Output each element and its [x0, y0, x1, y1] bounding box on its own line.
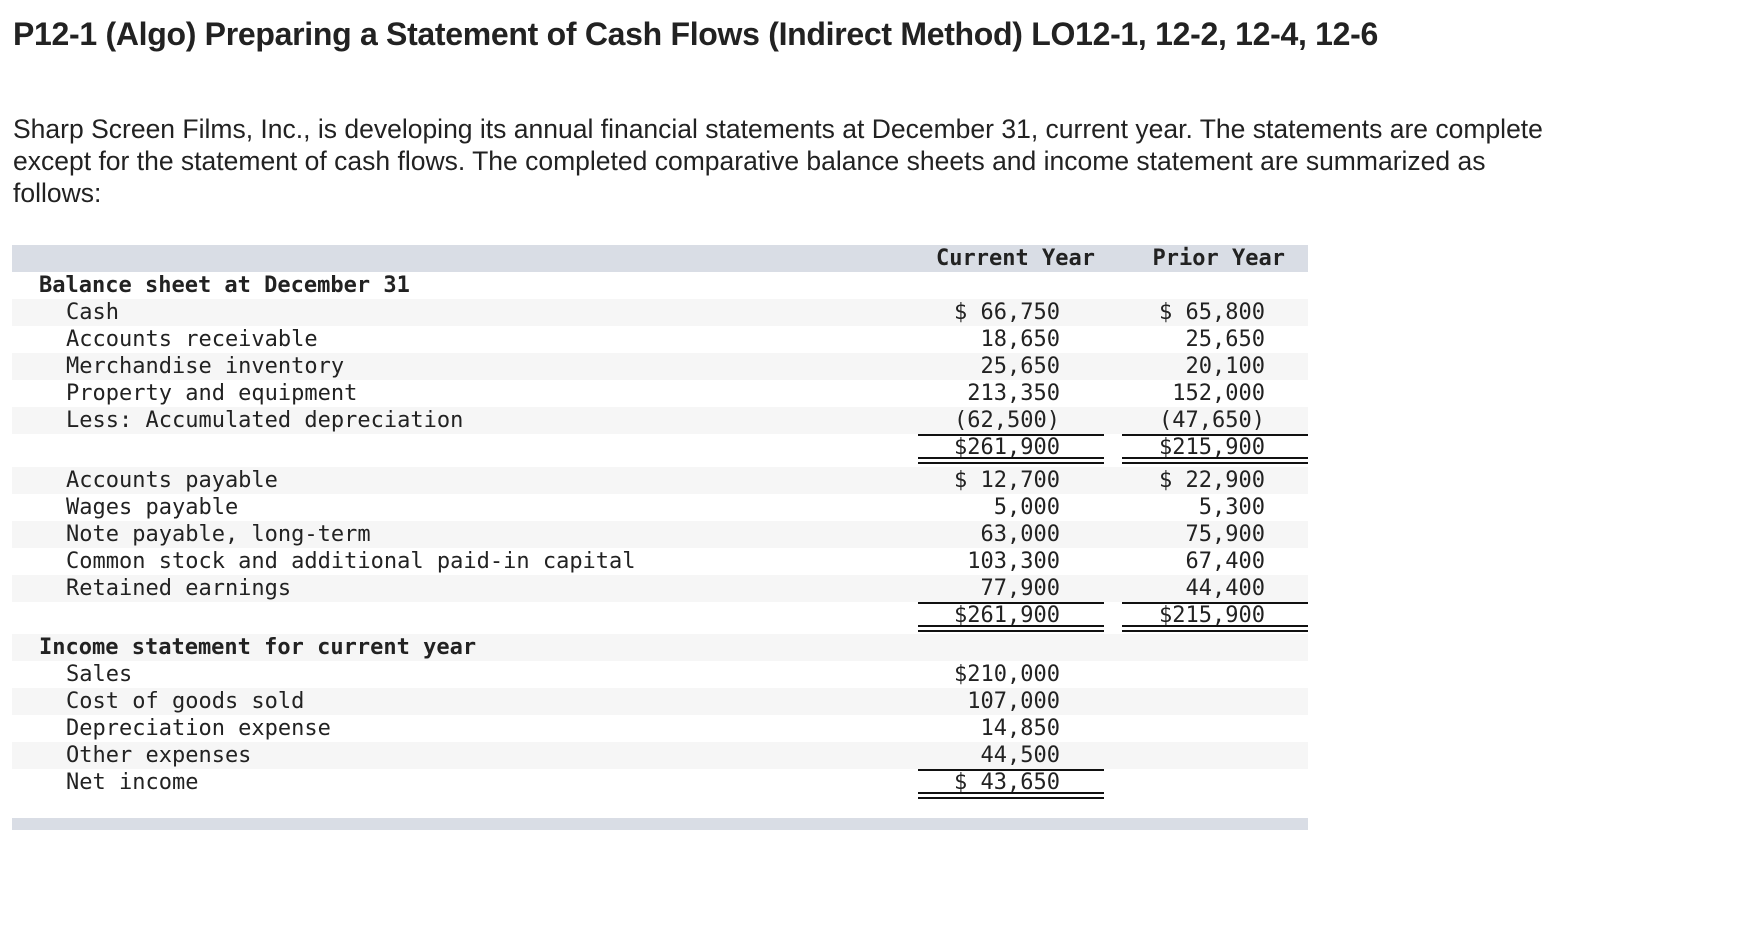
prior-year-value: (47,650): [1159, 408, 1265, 433]
row-label: Accounts receivable: [66, 327, 318, 352]
double-underline: [918, 792, 1104, 799]
prior-year-value: 44,400: [1185, 576, 1265, 601]
balance-sheet-heading-row: Balance sheet at December 31: [12, 272, 1308, 299]
table-row: Common stock and additional paid-in capi…: [12, 548, 1308, 575]
prior-year-value: 25,650: [1185, 327, 1265, 352]
current-year-value: $ 66,750: [954, 300, 1060, 325]
net-income-row: Net income $ 43,650: [12, 769, 1308, 799]
column-header-prior-year: Prior Year: [1152, 246, 1285, 271]
current-year-value: (62,500): [954, 408, 1060, 433]
table-row: Cost of goods sold 107,000: [12, 688, 1308, 715]
current-year-value: 5,000: [993, 495, 1060, 520]
current-year-value: 213,350: [967, 381, 1060, 406]
table-row: Accounts receivable 18,650 25,650: [12, 326, 1308, 353]
row-label: Other expenses: [66, 743, 252, 768]
prior-year-value: $ 22,900: [1159, 468, 1265, 493]
table-row: Retained earnings 77,900 44,400: [12, 575, 1308, 602]
table-header-row: Current Year Prior Year: [12, 245, 1308, 272]
row-label: Depreciation expense: [66, 716, 331, 741]
problem-title: P12-1 (Algo) Preparing a Statement of Ca…: [13, 16, 1379, 52]
table-row: Note payable, long-term 63,000 75,900: [12, 521, 1308, 548]
income-statement-heading-row: Income statement for current year: [12, 634, 1308, 661]
row-label: Property and equipment: [66, 381, 358, 406]
row-label: Sales: [66, 662, 133, 687]
financial-statements-table: Current Year Prior Year Balance sheet at…: [12, 245, 1308, 799]
current-year-value: $210,000: [954, 662, 1060, 687]
problem-intro: Sharp Screen Films, Inc., is developing …: [13, 114, 1543, 208]
row-label: Accounts payable: [66, 468, 278, 493]
current-year-value: 103,300: [967, 549, 1060, 574]
column-header-current-year: Current Year: [936, 246, 1095, 271]
total-liabilities-equity-current: $261,900: [954, 603, 1060, 628]
table-row: Merchandise inventory 25,650 20,100: [12, 353, 1308, 380]
row-label: Cash: [66, 300, 119, 325]
balance-sheet-heading: Balance sheet at December 31: [39, 273, 410, 298]
current-year-value: 44,500: [980, 743, 1060, 768]
net-income-label: Net income: [66, 770, 199, 795]
table-row: Wages payable 5,000 5,300: [12, 494, 1308, 521]
row-label: Wages payable: [66, 495, 239, 520]
prior-year-value: 20,100: [1185, 354, 1265, 379]
prior-year-value: 67,400: [1185, 549, 1265, 574]
total-liabilities-equity-row: $261,900 $215,900: [12, 602, 1308, 632]
double-underline: [918, 457, 1104, 464]
current-year-value: $ 12,700: [954, 468, 1060, 493]
total-assets-row: $261,900 $215,900: [12, 434, 1308, 464]
row-label: Cost of goods sold: [66, 689, 305, 714]
table-row: Cash $ 66,750 $ 65,800: [12, 299, 1308, 326]
table-row: Other expenses 44,500: [12, 742, 1308, 769]
prior-year-value: $ 65,800: [1159, 300, 1265, 325]
current-year-value: 77,900: [980, 576, 1060, 601]
double-underline: [1122, 625, 1308, 632]
prior-year-value: 152,000: [1172, 381, 1265, 406]
current-year-value: 14,850: [980, 716, 1060, 741]
table-row: Less: Accumulated depreciation (62,500) …: [12, 407, 1308, 434]
row-label: Common stock and additional paid-in capi…: [66, 549, 636, 574]
total-assets-prior: $215,900: [1159, 435, 1265, 460]
total-liabilities-equity-prior: $215,900: [1159, 603, 1265, 628]
current-year-value: 25,650: [980, 354, 1060, 379]
current-year-value: 63,000: [980, 522, 1060, 547]
table-row: Property and equipment 213,350 152,000: [12, 380, 1308, 407]
prior-year-value: 75,900: [1185, 522, 1265, 547]
double-underline: [918, 625, 1104, 632]
table-row: Depreciation expense 14,850: [12, 715, 1308, 742]
total-assets-current: $261,900: [954, 435, 1060, 460]
table-footer-band: [12, 818, 1308, 830]
prior-year-value: 5,300: [1198, 495, 1265, 520]
current-year-value: 107,000: [967, 689, 1060, 714]
table-row: Accounts payable $ 12,700 $ 22,900: [12, 467, 1308, 494]
row-label: Less: Accumulated depreciation: [66, 408, 464, 433]
income-statement-heading: Income statement for current year: [39, 635, 477, 660]
row-label: Note payable, long-term: [66, 522, 371, 547]
row-label: Retained earnings: [66, 576, 292, 601]
net-income-current: $ 43,650: [954, 770, 1060, 795]
row-label: Merchandise inventory: [66, 354, 345, 379]
double-underline: [1122, 457, 1308, 464]
table-row: Sales $210,000: [12, 661, 1308, 688]
current-year-value: 18,650: [980, 327, 1060, 352]
